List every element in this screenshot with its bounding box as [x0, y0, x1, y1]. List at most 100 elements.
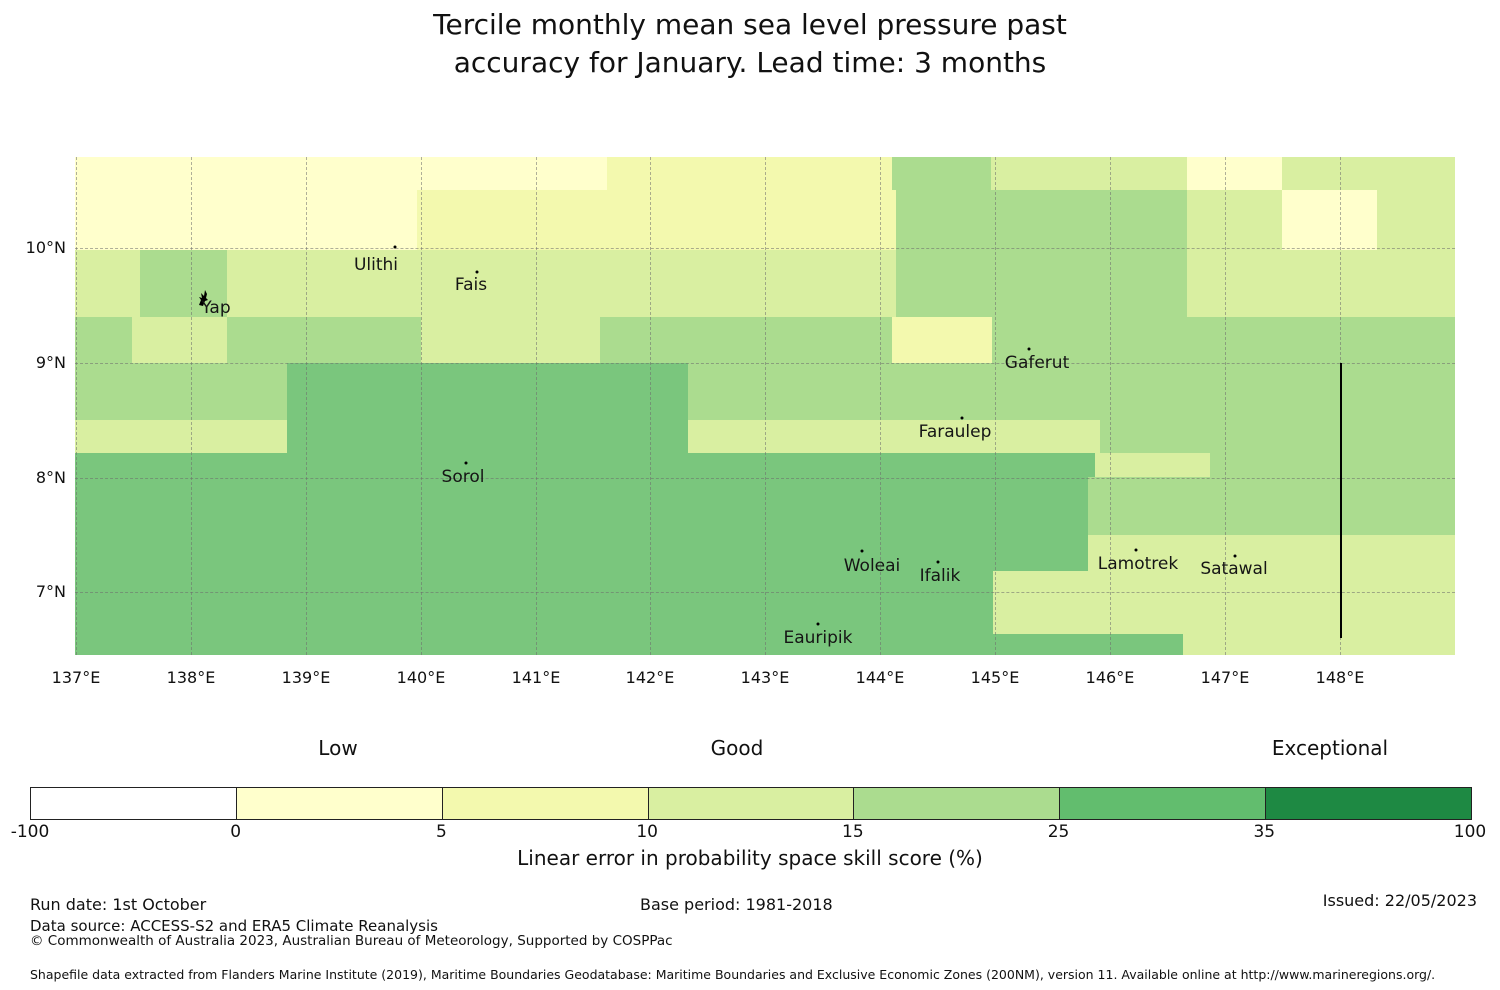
heatmap-cell [75, 535, 1088, 571]
heatmap-cell [992, 317, 1455, 363]
heatmap-cell [417, 190, 896, 250]
heatmap-cell [75, 634, 1183, 655]
copyright-text: © Commonwealth of Australia 2023, Austra… [30, 933, 673, 949]
colorbar-tick-label: 25 [1047, 822, 1070, 842]
x-tick-label: 142°E [625, 668, 675, 687]
gridline-vertical [191, 157, 192, 655]
island-label: Eauripik [783, 628, 853, 648]
heatmap-cell [75, 250, 140, 317]
heatmap-cell [1100, 420, 1455, 453]
x-tick-label: 140°E [396, 668, 446, 687]
colorbar-category-label: Exceptional [1271, 736, 1389, 760]
colorbar-tick-label: 10 [636, 822, 658, 842]
heatmap-cell [1210, 453, 1455, 477]
gridline-vertical [650, 157, 651, 655]
heatmap-cell [287, 363, 688, 420]
island-label: Gaferut [1004, 353, 1070, 373]
heatmap-cell [600, 317, 892, 363]
gridline-horizontal [75, 478, 1455, 479]
gridline-vertical [421, 157, 422, 655]
x-tick-label: 145°E [970, 668, 1020, 687]
island-label: Lamotrek [1097, 554, 1179, 574]
x-tick-label: 144°E [855, 668, 905, 687]
heatmap-cell [75, 363, 287, 420]
gridline-horizontal [75, 363, 1455, 364]
island-marker [1027, 347, 1031, 351]
heatmap-cell [75, 477, 1088, 535]
heatmap-cell [688, 420, 1100, 453]
x-tick-label: 147°E [1200, 668, 1250, 687]
island-label: Faraulep [918, 422, 992, 442]
heatmap-cell [1095, 453, 1210, 477]
heatmap-cell [140, 250, 227, 317]
colorbar-segment [1266, 788, 1472, 819]
island-label: Yap [201, 298, 231, 318]
run-date-text: Run date: 1st October [30, 895, 207, 914]
heatmap-cell [1377, 190, 1455, 250]
island-marker [1134, 548, 1138, 552]
chart-title-line2: accuracy for January. Lead time: 3 month… [453, 46, 1047, 79]
island-marker [1233, 554, 1237, 558]
heatmap-cell [1187, 190, 1282, 250]
heatmap-cell [991, 157, 1187, 190]
colorbar-tick-label: 100 [1453, 822, 1487, 842]
chart-title-line1: Tercile monthly mean sea level pressure … [433, 8, 1067, 41]
island-marker [936, 560, 940, 564]
colorbar [30, 787, 1472, 820]
colorbar-tick-label: 35 [1253, 822, 1276, 842]
heatmap-cell [75, 157, 607, 190]
heatmap-cell [1088, 477, 1455, 535]
colorbar-axis-label: Linear error in probability space skill … [517, 846, 983, 870]
island-shape-marker [196, 288, 210, 311]
gridline-horizontal [75, 592, 1455, 593]
island-label: Satawal [1200, 559, 1268, 579]
heatmap-cell [607, 157, 892, 190]
colorbar-segment [1060, 788, 1267, 819]
y-tick-label: 8°N [35, 468, 66, 487]
heatmap-cell [892, 317, 992, 363]
island-marker [475, 270, 479, 274]
heatmap-cell [132, 317, 227, 363]
gridline-vertical [306, 157, 307, 655]
colorbar-tick-label: -100 [10, 822, 50, 842]
island-label: Woleai [843, 556, 901, 576]
heatmap-cell [1187, 250, 1455, 317]
heatmap-cell [1282, 157, 1455, 190]
island-marker [816, 622, 820, 626]
heatmap-cell [287, 420, 688, 453]
colorbar-segment [31, 788, 237, 819]
island-marker [393, 245, 397, 249]
chart-title: Tercile monthly mean sea level pressure … [0, 6, 1500, 82]
gridline-vertical [995, 157, 996, 655]
x-tick-label: 137°E [51, 668, 101, 687]
x-tick-label: 139°E [281, 668, 331, 687]
gridline-horizontal [75, 248, 1455, 249]
colorbar-tick-label: 0 [230, 822, 242, 842]
colorbar-segment [648, 788, 855, 819]
island-marker [464, 461, 468, 465]
heatmap-cell [227, 250, 896, 317]
island-marker [960, 416, 964, 420]
colorbar-tick-label: 15 [842, 822, 864, 842]
island-label: Sorol [441, 467, 485, 487]
colorbar-segment [854, 788, 1061, 819]
heatmap-canvas: Yap Ulithi Fais Gaferut Faraulep Sorol Woleai I… [75, 157, 1455, 655]
island-label: Fais [454, 275, 488, 295]
gridline-vertical [76, 157, 77, 655]
colorbar-segment [236, 788, 443, 819]
gridline-vertical [1110, 157, 1111, 655]
island-label: Ulithi [353, 255, 399, 275]
heatmap-cell [75, 453, 1095, 477]
x-tick-label: 148°E [1315, 668, 1365, 687]
heatmap-cell [1088, 535, 1455, 571]
heatmap-cell [896, 250, 1187, 317]
heatmap-cell [75, 571, 993, 634]
island-label: Ifalik [919, 566, 961, 586]
gridline-vertical [536, 157, 537, 655]
gridline-vertical [765, 157, 766, 655]
heatmap-cell [993, 571, 1455, 634]
colorbar-tick-label: 5 [436, 822, 447, 842]
colorbar-category-label: Low [318, 736, 358, 760]
gridline-vertical [1225, 157, 1226, 655]
y-tick-label: 9°N [35, 353, 66, 372]
